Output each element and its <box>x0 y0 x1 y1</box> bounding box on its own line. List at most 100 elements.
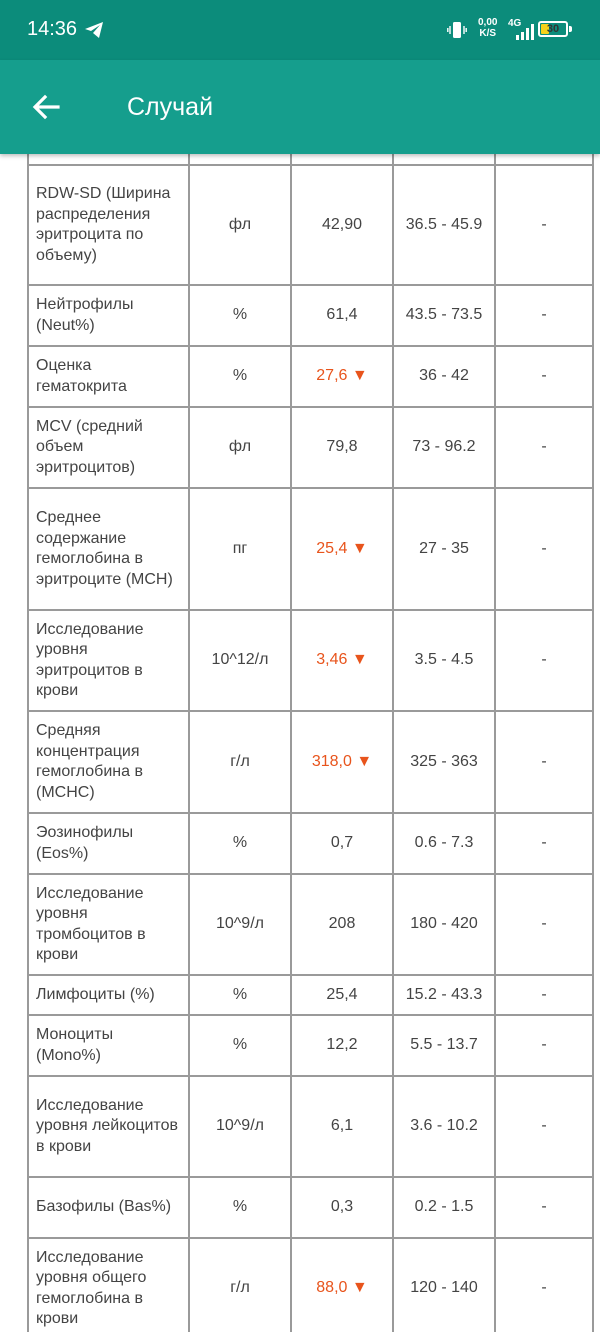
test-note: - <box>494 1075 594 1178</box>
results-table-container[interactable]: RDW-SD (Ширина распределения эритроцита … <box>0 154 600 1332</box>
vibrate-icon <box>447 22 467 38</box>
test-note: - <box>494 284 594 347</box>
battery-level: 30 <box>546 23 560 35</box>
test-name: Исследование уровня общего гемоглобина в… <box>27 1237 190 1332</box>
table-row: Среднее содержание гемоглобина в эритроц… <box>27 487 594 611</box>
reference-range: 73 - 96.2 <box>392 406 496 489</box>
table-row: Лимфоциты (%)% 25,4 15.2 - 43.3- <box>27 974 594 1016</box>
table-row: RDW-SD (Ширина распределения эритроцита … <box>27 164 594 286</box>
test-note: - <box>494 974 594 1016</box>
test-note: - <box>494 1014 594 1077</box>
test-unit: 10^9/л <box>188 1075 292 1178</box>
table-row: Средняя концентрация гемоглобина в (MCHC… <box>27 710 594 814</box>
table-row: Эозинофилы (Eos%)% 0,7 0.6 - 7.3- <box>27 812 594 875</box>
test-name: MCV (средний объем эритроцитов) <box>27 406 190 489</box>
page-title: Случай <box>127 93 214 121</box>
test-unit: фл <box>188 406 292 489</box>
table-row: Нейтрофилы (Neut%)% 61,4 43.5 - 73.5- <box>27 284 594 347</box>
reference-range: 120 - 140 <box>392 1237 496 1332</box>
test-value: 6,1 <box>290 1075 394 1178</box>
table-row: Исследование уровня эритроцитов в крови 1… <box>27 609 594 712</box>
test-value: 25,4 ▼ <box>290 487 394 611</box>
reference-range: 325 - 363 <box>392 710 496 814</box>
test-note: - <box>494 345 594 408</box>
network-type: 4G <box>508 18 522 29</box>
test-note: - <box>494 812 594 875</box>
back-button[interactable] <box>26 86 68 128</box>
test-name: Средняя концентрация гемоглобина в (MCHC… <box>27 710 190 814</box>
test-name: RDW-SD (Ширина распределения эритроцита … <box>27 164 190 286</box>
signal-icon <box>516 24 534 40</box>
battery-icon: 30 <box>538 21 568 37</box>
test-value: 318,0 ▼ <box>290 710 394 814</box>
reference-range: 0.2 - 1.5 <box>392 1176 496 1239</box>
test-value: 25,4 <box>290 974 394 1016</box>
test-value: 12,2 <box>290 1014 394 1077</box>
test-name: Нейтрофилы (Neut%) <box>27 284 190 347</box>
reference-range: 0.6 - 7.3 <box>392 812 496 875</box>
test-unit: % <box>188 345 292 408</box>
test-value: 3,46 ▼ <box>290 609 394 712</box>
test-unit: г/л <box>188 710 292 814</box>
net-speed-value: 0,00 <box>478 17 498 28</box>
table-row: Оценка гематокрита% 27,6 ▼ 36 - 42- <box>27 345 594 408</box>
telegram-icon <box>85 22 103 38</box>
test-name: Среднее содержание гемоглобина в эритроц… <box>27 487 190 611</box>
test-name: Оценка гематокрита <box>27 345 190 408</box>
reference-range: 180 - 420 <box>392 873 496 976</box>
net-speed-unit: K/S <box>479 28 497 39</box>
table-row: Исследование уровня тромбоцитов в крови 1… <box>27 873 594 976</box>
test-value: 27,6 ▼ <box>290 345 394 408</box>
test-value: 0,3 <box>290 1176 394 1239</box>
test-value: 208 <box>290 873 394 976</box>
test-unit: 10^12/л <box>188 609 292 712</box>
test-unit: % <box>188 812 292 875</box>
test-note: - <box>494 487 594 611</box>
status-time: 14:36 <box>27 18 78 40</box>
test-name: Исследование уровня тромбоцитов в крови <box>27 873 190 976</box>
test-name: Исследование уровня эритроцитов в крови <box>27 609 190 712</box>
test-unit: г/л <box>188 1237 292 1332</box>
status-bar: 14:36 0,00 K/S 4G 30 <box>0 0 600 60</box>
reference-range: 15.2 - 43.3 <box>392 974 496 1016</box>
test-value: 88,0 ▼ <box>290 1237 394 1332</box>
table-row: Моноциты (Mono%)% 12,2 5.5 - 13.7- <box>27 1014 594 1077</box>
reference-range: 3.5 - 4.5 <box>392 609 496 712</box>
test-unit: % <box>188 1014 292 1077</box>
test-unit: пг <box>188 487 292 611</box>
reference-range: 36 - 42 <box>392 345 496 408</box>
test-name: Эозинофилы (Eos%) <box>27 812 190 875</box>
test-unit: фл <box>188 164 292 286</box>
table-row-stub <box>27 154 594 166</box>
test-name: Лимфоциты (%) <box>27 974 190 1016</box>
test-value: 42,90 <box>290 164 394 286</box>
test-value: 0,7 <box>290 812 394 875</box>
results-table: RDW-SD (Ширина распределения эритроцита … <box>27 154 594 1332</box>
battery-tip <box>569 26 572 32</box>
test-note: - <box>494 609 594 712</box>
reference-range: 3.6 - 10.2 <box>392 1075 496 1178</box>
table-row: MCV (средний объем эритроцитов) фл 79,8 73 … <box>27 406 594 489</box>
test-note: - <box>494 873 594 976</box>
test-note: - <box>494 710 594 814</box>
table-row: Исследование уровня общего гемоглобина в… <box>27 1237 594 1332</box>
test-note: - <box>494 1176 594 1239</box>
reference-range: 43.5 - 73.5 <box>392 284 496 347</box>
test-value: 79,8 <box>290 406 394 489</box>
reference-range: 36.5 - 45.9 <box>392 164 496 286</box>
net-speed: 0,00 K/S <box>478 17 497 39</box>
test-unit: 10^9/л <box>188 873 292 976</box>
test-note: - <box>494 164 594 286</box>
test-unit: % <box>188 974 292 1016</box>
table-row: Исследование уровня лейкоцитов в крови 10… <box>27 1075 594 1178</box>
test-name: Исследование уровня лейкоцитов в крови <box>27 1075 190 1178</box>
app-bar: Случай <box>0 60 600 154</box>
test-name: Моноциты (Mono%) <box>27 1014 190 1077</box>
test-note: - <box>494 406 594 489</box>
table-row: Базофилы (Bas%)% 0,3 0.2 - 1.5- <box>27 1176 594 1239</box>
reference-range: 5.5 - 13.7 <box>392 1014 496 1077</box>
test-unit: % <box>188 1176 292 1239</box>
test-value: 61,4 <box>290 284 394 347</box>
test-unit: % <box>188 284 292 347</box>
reference-range: 27 - 35 <box>392 487 496 611</box>
